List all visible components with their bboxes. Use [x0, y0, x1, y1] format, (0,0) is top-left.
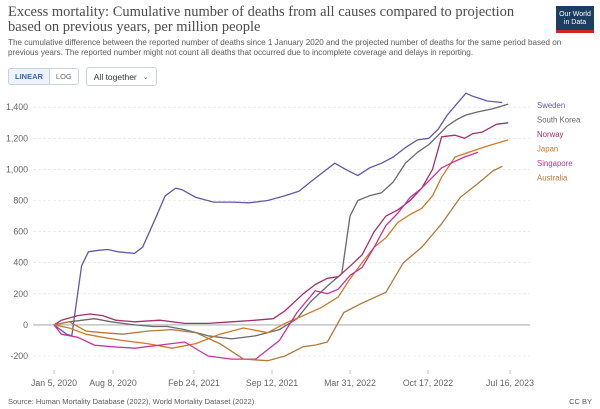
- log-scale-button[interactable]: LOG: [49, 69, 78, 84]
- series-line-japan[interactable]: [53, 139, 509, 349]
- x-tick-label: Aug 8, 2020: [89, 378, 137, 388]
- chart-title: Excess mortality: Cumulative number of d…: [8, 4, 515, 35]
- y-tick-label: 0: [23, 320, 28, 330]
- x-axis: Jan 5, 2020 Aug 8, 2020 Feb 24, 2021 Sep 12…: [31, 370, 534, 388]
- linear-scale-button[interactable]: LINEAR: [9, 69, 50, 84]
- owid-logo[interactable]: Our World in Data: [556, 6, 594, 33]
- y-tick-label: 1,400: [6, 102, 28, 112]
- source-note: Source: Human Mortality Database (2022),…: [8, 397, 255, 406]
- footer: Source: Human Mortality Database (2022),…: [8, 397, 592, 406]
- chart-grid: [33, 106, 530, 357]
- scale-toggle: LINEAR LOG: [8, 68, 79, 85]
- legend-label-south-korea[interactable]: South Korea: [537, 116, 581, 125]
- y-tick-label: 200: [13, 289, 28, 299]
- line-chart: -200 0 200 400 600 800 1,000 1,200 1,400 Jan 5, …: [6, 92, 581, 388]
- grouping-dropdown[interactable]: All together ⌄: [85, 67, 157, 86]
- chart-controls: LINEAR LOG All together ⌄: [8, 67, 157, 86]
- logo-line-2: in Data: [563, 19, 587, 26]
- legend: Sweden South Korea Norway Japan Singapore Aus…: [537, 101, 581, 183]
- chevron-down-icon: ⌄: [142, 73, 149, 81]
- series-lines: [53, 92, 509, 362]
- y-tick-label: 600: [13, 227, 28, 237]
- y-tick-label: 1,000: [6, 164, 28, 174]
- legend-label-sweden[interactable]: Sweden: [537, 101, 565, 110]
- legend-label-japan[interactable]: Japan: [537, 145, 558, 154]
- y-tick-label: 800: [13, 196, 28, 206]
- legend-label-norway[interactable]: Norway: [537, 130, 564, 139]
- license-link[interactable]: CC BY: [569, 397, 592, 406]
- grouping-dropdown-label: All together: [93, 71, 137, 82]
- x-tick-label: Jul 16, 2023: [486, 378, 534, 388]
- logo-line-1: Our World: [559, 11, 591, 18]
- series-line-singapore[interactable]: [53, 151, 479, 360]
- x-tick-label: Oct 17, 2022: [403, 378, 453, 388]
- series-line-norway[interactable]: [53, 122, 509, 326]
- legend-label-australia[interactable]: Australia: [537, 174, 568, 183]
- chart-subtitle: The cumulative difference between the re…: [8, 38, 562, 57]
- x-tick-label: Sep 12, 2021: [246, 378, 298, 388]
- series-line-australia[interactable]: [53, 165, 503, 362]
- series-line-sweden[interactable]: [53, 92, 503, 337]
- y-axis: -200 0 200 400 600 800 1,000 1,200 1,400: [6, 102, 28, 361]
- legend-label-singapore[interactable]: Singapore: [537, 159, 573, 168]
- series-line-south-korea[interactable]: [53, 103, 509, 340]
- x-tick-label: Mar 31, 2022: [324, 378, 376, 388]
- x-tick-label: Jan 5, 2020: [31, 378, 77, 388]
- y-tick-label: -200: [10, 351, 28, 361]
- y-tick-label: 400: [13, 258, 28, 268]
- x-tick-label: Feb 24, 2021: [168, 378, 220, 388]
- y-tick-label: 1,200: [6, 133, 28, 143]
